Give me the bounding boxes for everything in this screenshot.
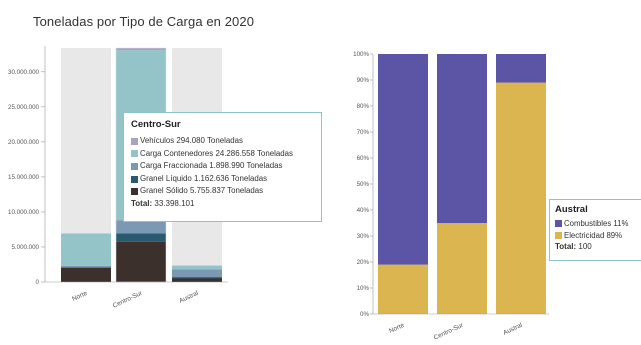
tooltip-row-text: Carga Contenedores 24.286.558 Toneladas	[140, 148, 293, 158]
legend-swatch	[555, 220, 562, 228]
tooltip-row-text: Electricidad 89%	[564, 230, 623, 240]
bar-austral-granel-liquido	[172, 277, 222, 279]
y-tick-label: 0	[36, 279, 40, 286]
bar-centro-sur-electricidad	[437, 223, 487, 314]
tooltip-total-value: 100	[576, 242, 592, 251]
y-tick-label: 20.000.000	[8, 139, 40, 146]
bar-norte-granel-solido	[61, 267, 111, 282]
tooltip-total: Total: 33.398.101	[131, 198, 314, 210]
y-tick-label: 70%	[357, 129, 370, 136]
x-tick-label: Norte	[71, 290, 89, 303]
y-tick-label: 25.000.000	[8, 104, 40, 111]
bar-norte-combustibles	[378, 54, 428, 265]
x-tick-label: Austral	[502, 322, 524, 337]
bar-norte-carga-contenedores	[61, 233, 111, 266]
bar-austral-carga-fraccionada	[172, 269, 222, 278]
legend-swatch	[131, 150, 138, 158]
x-tick-label: Norte	[388, 322, 406, 335]
tooltip-total-value: 33.398.101	[152, 198, 195, 208]
tooltip-row-text: Carga Fraccionada 1.898.990 Toneladas	[140, 161, 283, 171]
tooltip-total-label: Total:	[131, 198, 153, 208]
tooltip-row-text: Vehículos 294.080 Toneladas	[140, 136, 243, 145]
y-tick-label: 10%	[357, 285, 370, 292]
tooltip-title: Austral	[555, 204, 588, 215]
tooltip-rows: Vehículos 294.080 Toneladas Carga Contene…	[131, 135, 314, 198]
y-tick-label: 80%	[357, 103, 370, 110]
tooltip-title: Centro-Sur	[131, 119, 181, 130]
tooltip-row: Combustibles 11%	[555, 218, 636, 230]
tooltip-total-label: Total:	[555, 242, 577, 251]
y-tick-label: 0%	[360, 311, 369, 318]
bar-austral-carga-contenedores	[172, 265, 222, 270]
tooltip-row: Carga Fraccionada 1.898.990 Toneladas	[131, 160, 314, 173]
bar-centro-sur-vehiculos	[116, 48, 166, 51]
bar-austral-combustibles	[496, 54, 546, 83]
tooltip-rows: Combustibles 11% Electricidad 89%	[555, 218, 636, 241]
bar-austral-granel-solido	[172, 278, 222, 282]
legend-swatch	[131, 137, 138, 145]
y-tick-label: 100%	[353, 51, 369, 58]
bar-austral-electricidad	[496, 82, 546, 314]
tooltip-row: Vehículos 294.080 Toneladas	[131, 135, 314, 148]
bar-centro-sur-carga-fraccionada	[116, 220, 166, 234]
x-tick-label: Centro-Sur	[112, 290, 145, 310]
tooltip-row-text: Granel Líquido 1.162.636 Toneladas	[140, 173, 268, 183]
x-tick-label: Centro-Sur	[433, 322, 466, 342]
tooltip-row: Granel Sólido 5.755.837 Toneladas	[131, 185, 314, 198]
tooltip-centro-sur: Centro-Sur Vehículos 294.080 Toneladas Ca…	[123, 112, 322, 222]
tooltip-row: Electricidad 89%	[555, 230, 636, 242]
legend-swatch	[131, 188, 138, 196]
legend-swatch	[555, 231, 562, 239]
legend-swatch	[131, 162, 138, 170]
y-tick-label: 40%	[357, 207, 370, 214]
legend-swatch	[131, 175, 138, 183]
tooltip-total: Total: 100	[555, 241, 636, 253]
tooltip-row: Granel Líquido 1.162.636 Toneladas	[131, 173, 314, 186]
y-tick-label: 60%	[357, 155, 370, 162]
tooltip-austral: Austral Combustibles 11% Electricidad 89%…	[549, 199, 641, 261]
bar-centro-sur-granel-solido	[116, 241, 166, 282]
tooltip-row: Carga Contenedores 24.286.558 Toneladas	[131, 148, 314, 161]
bar-norte-carga-fraccionada	[61, 265, 111, 268]
y-tick-label: 5.000.000	[11, 244, 39, 251]
y-tick-label: 10.000.000	[8, 209, 40, 216]
y-tick-label: 30.000.000	[8, 69, 40, 76]
x-tick-label: Austral	[178, 290, 200, 305]
y-tick-label: 90%	[357, 77, 370, 84]
y-tick-label: 30%	[357, 233, 370, 240]
bar-norte-granel-liquido	[61, 267, 111, 268]
tooltip-row-text: Combustibles 11%	[564, 219, 629, 228]
y-tick-label: 15.000.000	[8, 174, 40, 181]
chart-title: Toneladas por Tipo de Carga en 2020	[33, 14, 255, 29]
bar-norte-electricidad	[378, 264, 428, 314]
bar-centro-sur-combustibles	[437, 54, 487, 223]
y-tick-label: 50%	[357, 181, 370, 188]
bar-centro-sur-granel-liquido	[116, 233, 166, 242]
y-tick-label: 20%	[357, 259, 370, 266]
tooltip-row-text: Granel Sólido 5.755.837 Toneladas	[140, 186, 264, 196]
